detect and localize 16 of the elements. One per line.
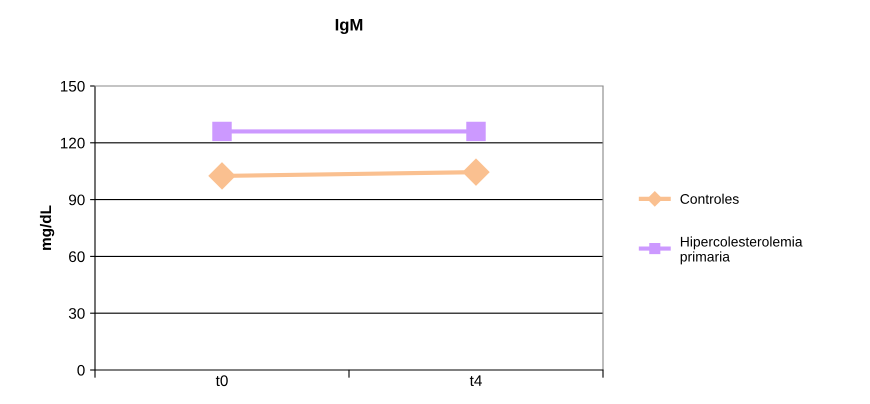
x-tick-label: t4 (470, 375, 482, 386)
x-tick-label: t0 (216, 375, 228, 386)
point (462, 158, 490, 186)
y-tick-label: 150 (60, 80, 85, 92)
y-tick-label: 90 (69, 194, 85, 206)
legend-label: Hipercolesterolemia primaria (680, 236, 803, 264)
legend-label: Controles (680, 194, 739, 204)
y-axis-title: mg/dL (40, 206, 54, 250)
point (212, 122, 232, 142)
y-tick-label: 30 (68, 308, 85, 319)
y-tick-label: 60 (69, 251, 85, 262)
point (466, 122, 486, 142)
y-tick-label: 0 (77, 364, 85, 376)
y-tick-label: 120 (60, 138, 85, 148)
point (208, 162, 236, 190)
chart-title: IgM (336, 18, 362, 34)
